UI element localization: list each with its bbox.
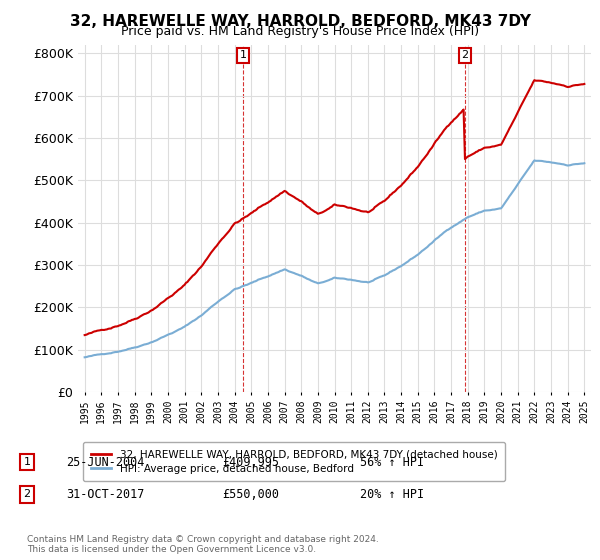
Legend: 32, HAREWELLE WAY, HARROLD, BEDFORD, MK43 7DY (detached house), HPI: Average pri: 32, HAREWELLE WAY, HARROLD, BEDFORD, MK4…	[83, 442, 505, 481]
Text: Price paid vs. HM Land Registry's House Price Index (HPI): Price paid vs. HM Land Registry's House …	[121, 25, 479, 38]
Text: £550,000: £550,000	[222, 488, 279, 501]
Text: 56% ↑ HPI: 56% ↑ HPI	[360, 455, 424, 469]
Text: 32, HAREWELLE WAY, HARROLD, BEDFORD, MK43 7DY: 32, HAREWELLE WAY, HARROLD, BEDFORD, MK4…	[70, 14, 530, 29]
Text: 2: 2	[461, 50, 469, 60]
Text: 1: 1	[239, 50, 247, 60]
Text: £409,995: £409,995	[222, 455, 279, 469]
Text: Contains HM Land Registry data © Crown copyright and database right 2024.
This d: Contains HM Land Registry data © Crown c…	[27, 535, 379, 554]
Text: 31-OCT-2017: 31-OCT-2017	[66, 488, 145, 501]
Text: 20% ↑ HPI: 20% ↑ HPI	[360, 488, 424, 501]
Text: 1: 1	[23, 457, 31, 467]
Text: 2: 2	[23, 489, 31, 500]
Text: 25-JUN-2004: 25-JUN-2004	[66, 455, 145, 469]
